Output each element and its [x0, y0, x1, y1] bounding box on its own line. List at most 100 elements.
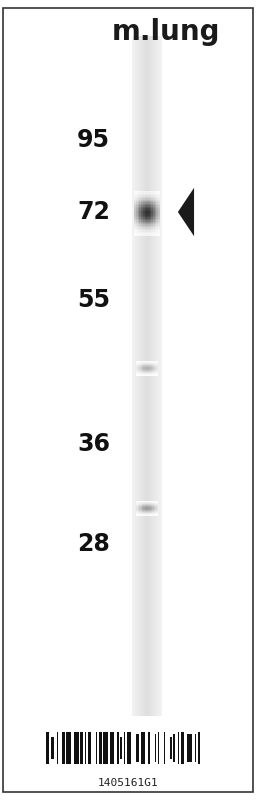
- Bar: [136, 230, 138, 233]
- Bar: [156, 222, 158, 224]
- Bar: [150, 214, 152, 217]
- Bar: [145, 370, 147, 372]
- Bar: [149, 363, 151, 364]
- Bar: [142, 366, 144, 368]
- Bar: [138, 214, 140, 217]
- Bar: [146, 362, 148, 363]
- Bar: [143, 509, 145, 510]
- Bar: [156, 199, 158, 202]
- Bar: [139, 374, 141, 376]
- Bar: [156, 207, 158, 209]
- Bar: [139, 509, 141, 510]
- Bar: [148, 502, 150, 503]
- Bar: [146, 508, 148, 509]
- Bar: [195, 734, 196, 762]
- Bar: [143, 502, 145, 503]
- Bar: [143, 506, 145, 507]
- Bar: [146, 220, 148, 222]
- Bar: [155, 226, 157, 228]
- Bar: [154, 368, 155, 370]
- Text: 55: 55: [77, 288, 110, 312]
- Bar: [158, 218, 160, 221]
- Bar: [145, 361, 147, 362]
- Bar: [143, 362, 145, 363]
- Bar: [146, 370, 148, 371]
- Bar: [159, 36, 160, 716]
- Bar: [144, 202, 146, 205]
- Bar: [139, 363, 141, 364]
- Bar: [139, 502, 141, 503]
- Bar: [156, 511, 158, 513]
- Bar: [152, 363, 154, 364]
- Bar: [148, 513, 150, 514]
- Bar: [138, 213, 140, 215]
- Bar: [158, 213, 160, 215]
- Bar: [146, 510, 148, 511]
- Bar: [136, 226, 138, 228]
- Bar: [152, 509, 154, 510]
- Bar: [150, 36, 151, 716]
- Bar: [155, 229, 157, 231]
- Bar: [136, 211, 138, 214]
- Bar: [149, 375, 151, 376]
- Bar: [136, 198, 138, 200]
- Bar: [151, 371, 152, 373]
- Bar: [158, 232, 160, 234]
- Bar: [141, 364, 142, 365]
- Bar: [156, 370, 158, 372]
- Bar: [139, 502, 141, 503]
- Bar: [149, 510, 151, 512]
- Bar: [148, 513, 150, 514]
- Bar: [146, 507, 148, 509]
- Bar: [155, 507, 157, 509]
- Bar: [140, 36, 141, 716]
- Bar: [155, 368, 157, 370]
- Bar: [155, 199, 157, 202]
- Bar: [156, 508, 158, 510]
- Bar: [149, 513, 151, 514]
- Bar: [148, 370, 150, 371]
- Bar: [156, 514, 158, 516]
- Bar: [143, 504, 145, 506]
- Bar: [148, 504, 150, 506]
- Bar: [139, 512, 141, 514]
- Bar: [149, 507, 151, 508]
- Bar: [136, 362, 138, 363]
- Bar: [153, 214, 155, 217]
- Bar: [141, 361, 142, 362]
- Bar: [149, 371, 151, 372]
- Bar: [143, 223, 145, 226]
- Bar: [142, 514, 144, 515]
- Bar: [141, 507, 142, 508]
- Bar: [143, 361, 145, 362]
- Bar: [144, 225, 146, 226]
- Bar: [148, 218, 150, 221]
- Bar: [152, 513, 154, 514]
- Bar: [143, 362, 145, 364]
- Bar: [138, 373, 139, 374]
- Bar: [158, 36, 159, 716]
- Bar: [152, 370, 154, 371]
- Bar: [149, 371, 151, 373]
- Bar: [156, 501, 158, 502]
- Bar: [143, 218, 145, 221]
- Bar: [138, 367, 139, 369]
- Bar: [142, 363, 144, 365]
- Bar: [153, 213, 155, 215]
- Bar: [156, 370, 158, 371]
- Bar: [136, 365, 138, 366]
- Bar: [152, 512, 154, 514]
- Bar: [151, 218, 153, 221]
- Bar: [154, 513, 155, 514]
- Bar: [139, 502, 141, 504]
- Bar: [143, 366, 145, 367]
- Bar: [136, 208, 138, 210]
- Bar: [141, 198, 143, 200]
- Bar: [141, 370, 142, 371]
- Bar: [146, 210, 148, 212]
- Bar: [138, 368, 139, 369]
- Bar: [135, 36, 136, 716]
- Bar: [143, 374, 145, 376]
- Bar: [156, 201, 158, 203]
- Bar: [57, 732, 58, 764]
